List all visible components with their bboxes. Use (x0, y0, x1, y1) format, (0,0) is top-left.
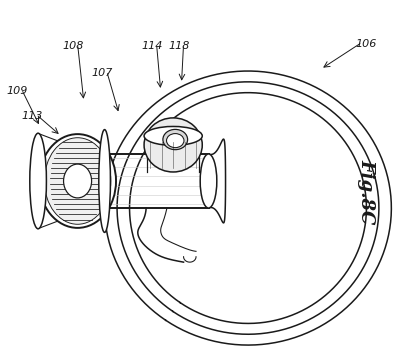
Ellipse shape (30, 133, 46, 229)
Ellipse shape (144, 126, 202, 146)
Text: 108: 108 (63, 41, 84, 51)
Ellipse shape (200, 154, 217, 208)
Text: 118: 118 (169, 41, 190, 51)
Text: 107: 107 (92, 68, 113, 78)
Text: 109: 109 (7, 86, 28, 96)
Text: 106: 106 (356, 39, 377, 49)
Ellipse shape (144, 118, 202, 172)
Ellipse shape (39, 134, 116, 228)
Ellipse shape (44, 138, 111, 224)
Text: 113: 113 (21, 111, 43, 121)
Ellipse shape (99, 130, 111, 232)
Ellipse shape (166, 134, 184, 148)
Text: Fig.8C: Fig.8C (357, 159, 375, 224)
Text: 114: 114 (142, 41, 163, 51)
Ellipse shape (163, 129, 188, 150)
Ellipse shape (63, 164, 92, 198)
